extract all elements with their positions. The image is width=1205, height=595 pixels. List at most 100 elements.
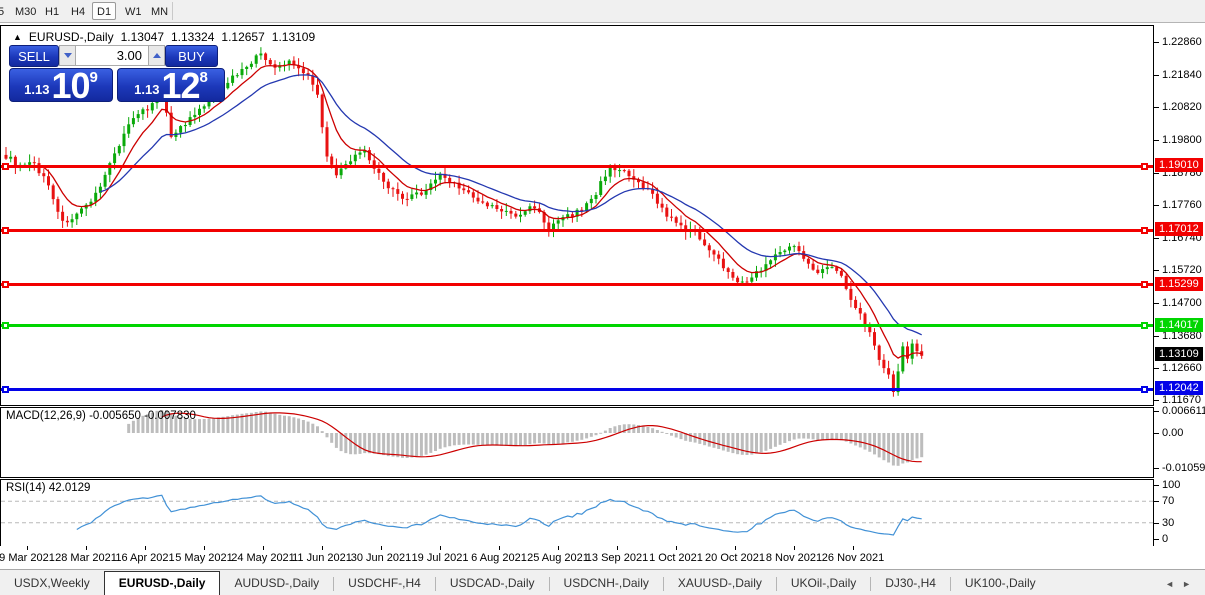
chart-tab-usdchf-h4[interactable]: USDCHF-,H4 [348, 576, 421, 590]
level-line-handle[interactable] [1141, 227, 1148, 234]
sell-price-box[interactable]: 1.13 10 9 [9, 68, 113, 102]
date-axis-label: 1 Oct 2021 [649, 552, 703, 564]
date-axis-label: 8 Nov 2021 [765, 552, 823, 564]
macd-axis-tick: 0.006611 [1162, 404, 1205, 417]
price-axis-tick: 1.15720 [1162, 264, 1202, 277]
chart-tab-ukoil-daily[interactable]: UKOil-,Daily [790, 576, 857, 590]
price-axis-tick: 1.20820 [1162, 101, 1202, 114]
collapse-chart-icon[interactable]: ▲ [13, 32, 22, 42]
rsi-label: RSI(14) 42.0129 [6, 482, 91, 494]
chart-tab-usdx-weekly[interactable]: USDX,Weekly [14, 576, 90, 590]
rsi-indicator-panel: RSI(14) 42.0129 [0, 479, 1154, 547]
axis-tick-mark [1154, 74, 1159, 76]
level-price-badge: 1.17012 [1155, 222, 1203, 237]
level-price-badge: 1.12042 [1155, 381, 1203, 396]
triangle-down-icon [63, 53, 72, 58]
date-axis-tick [499, 546, 500, 550]
macd-chart[interactable] [1, 408, 1153, 477]
level-line-handle[interactable] [2, 281, 9, 288]
tab-separator [434, 577, 436, 591]
timeframe-button-5[interactable]: 5 [0, 6, 5, 18]
date-axis-tick [794, 546, 795, 550]
rsi-axis-tick: 70 [1162, 495, 1175, 508]
axis-tick-mark [1154, 539, 1159, 540]
chart-tab-usdcad-daily[interactable]: USDCAD-,Daily [449, 576, 535, 590]
price-chart-panel: ▲ EURUSD-,Daily 1.13047 1.13324 1.12657 … [0, 25, 1154, 406]
date-axis-label: 26 Nov 2021 [821, 552, 885, 564]
level-line-handle[interactable] [1141, 386, 1148, 393]
rsi-axis-tick: 0 [1162, 533, 1169, 545]
axis-tick-mark [1154, 42, 1159, 43]
horizontal-level-line[interactable] [1, 229, 1153, 232]
date-axis: 9 Mar 2021 28 Mar 2021 16 Apr 2021 5 May 20… [0, 546, 1205, 569]
current-price-badge: 1.13109 [1155, 346, 1203, 361]
axis-tick-mark [1154, 522, 1159, 524]
tab-separator [775, 577, 777, 591]
rsi-axis-tick: 30 [1162, 516, 1175, 529]
horizontal-level-line[interactable] [1, 283, 1153, 286]
date-axis-tick [617, 546, 618, 550]
date-axis-tick [263, 546, 264, 550]
date-axis-tick [381, 546, 382, 550]
rsi-chart[interactable] [1, 480, 1153, 546]
date-axis-tick [204, 546, 205, 550]
toolbar-separator [172, 2, 173, 20]
tab-separator [548, 577, 550, 591]
price-axis-tick: 1.17760 [1162, 199, 1202, 212]
level-line-handle[interactable] [1141, 322, 1148, 329]
chart-tab-dj30-h4[interactable]: DJ30-,H4 [885, 576, 936, 590]
tab-scroll-right-icon[interactable]: ► [1182, 579, 1199, 589]
timeframe-button-h4[interactable]: H4 [71, 6, 86, 18]
horizontal-level-line[interactable] [1, 165, 1153, 168]
buy-price-box[interactable]: 1.13 12 8 [117, 68, 225, 102]
tab-separator [662, 577, 664, 591]
date-axis-label: 9 Mar 2021 [0, 552, 55, 564]
chart-tab-usdcnh-daily[interactable]: USDCNH-,Daily [563, 576, 649, 590]
level-line-handle[interactable] [2, 227, 9, 234]
volume-decrease-button[interactable] [59, 45, 76, 66]
axis-tick-mark [1154, 335, 1159, 337]
level-line-handle[interactable] [1141, 281, 1148, 288]
timeframe-button-w1[interactable]: W1 [125, 6, 142, 18]
price-axis-tick: 1.21840 [1162, 68, 1202, 81]
axis-tick-mark [1154, 468, 1159, 470]
tab-separator [870, 577, 872, 591]
sell-button[interactable]: SELL [9, 45, 59, 67]
level-line-handle[interactable] [1141, 163, 1148, 170]
date-axis-label: 28 Mar 2021 [55, 552, 117, 564]
chart-tab-audusd-daily[interactable]: AUDUSD-,Daily [234, 576, 320, 590]
axis-tick-mark [1154, 368, 1159, 370]
level-line-handle[interactable] [2, 322, 9, 329]
timeframe-button-m30[interactable]: M30 [15, 6, 37, 18]
date-axis-tick [145, 546, 146, 550]
volume-increase-button[interactable] [148, 45, 165, 66]
timeframe-button-h1[interactable]: H1 [45, 6, 60, 18]
price-axis-tick: 1.11670 [1162, 393, 1201, 406]
level-price-badge: 1.14017 [1155, 317, 1203, 332]
price-axis-tick: 1.19800 [1162, 133, 1202, 146]
buy-button[interactable]: BUY [165, 45, 218, 67]
timeframe-button-d1[interactable]: D1 [92, 2, 117, 20]
macd-axis-tick: 0.00 [1162, 427, 1184, 439]
volume-input[interactable] [76, 45, 148, 66]
date-axis-tick [853, 546, 854, 550]
axis-tick-mark [1154, 107, 1159, 109]
tab-scroll-left-icon[interactable]: ◄ [1165, 579, 1183, 589]
date-axis-label: 24 May 2021 [231, 552, 295, 564]
buy-price-sup: 8 [199, 69, 208, 86]
horizontal-level-line[interactable] [1, 388, 1153, 391]
date-axis-label: 6 Aug 2021 [471, 552, 527, 564]
chart-tab-uk100-daily[interactable]: UK100-,Daily [964, 576, 1036, 590]
chart-tab-xauusd-daily[interactable]: XAUUSD-,Daily [677, 576, 762, 590]
tab-scroll-arrows[interactable]: ◄► [1165, 579, 1199, 589]
level-price-badge: 1.15299 [1155, 276, 1203, 291]
horizontal-level-line[interactable] [1, 324, 1153, 327]
sell-price-big: 10 [51, 68, 90, 102]
price-axis-tick: 1.22860 [1162, 36, 1202, 48]
level-line-handle[interactable] [2, 386, 9, 393]
axis-tick-mark [1154, 410, 1159, 412]
timeframe-button-mn[interactable]: MN [151, 6, 169, 18]
date-axis-tick [322, 546, 323, 550]
chart-tab-eurusd-daily[interactable]: EURUSD-,Daily [103, 571, 221, 595]
level-line-handle[interactable] [2, 163, 9, 170]
